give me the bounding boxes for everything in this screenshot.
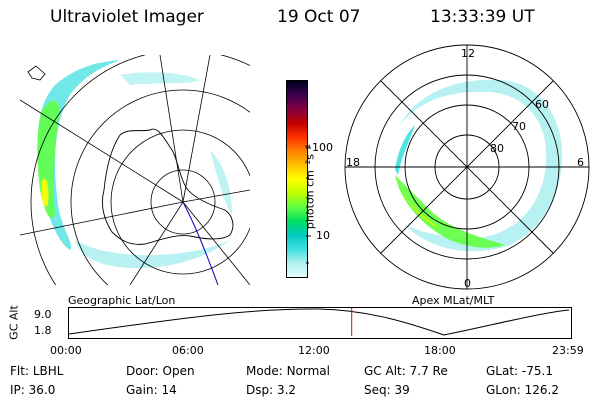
altitude-curve [69,308,569,336]
status-glat: GLat: -75.1 [486,364,553,378]
status-mode: Mode: Normal [246,364,330,378]
mlat-label-80: 80 [490,142,504,155]
altitude-ytick-min: 1.8 [34,324,52,337]
mlt-label-0: 0 [464,277,471,290]
status-gain: Gain: 14 [126,383,177,397]
colorbar-tick-100: 100 [312,141,333,154]
magnetic-polar-map [344,44,590,290]
status-filter: Flt: LBHL [10,364,64,378]
altitude-xtick-1: 06:00 [172,344,204,357]
left-map-caption: Geographic Lat/Lon [68,294,176,307]
aurora-oval-north [120,72,200,85]
colorbar-axis [306,147,311,264]
coastline-antarctica [101,128,234,245]
altitude-xtick-2: 12:00 [298,344,330,357]
mlat-label-70: 70 [512,120,526,133]
altitude-plot [69,308,569,336]
geographic-map [20,55,250,285]
altitude-ylabel: GC Alt [7,305,21,340]
altitude-xtick-0: 00:00 [50,344,82,357]
status-door: Door: Open [126,364,195,378]
altitude-ytick-max: 9.0 [34,308,52,321]
status-gc-alt: GC Alt: 7.7 Re [364,364,448,378]
status-seq: Seq: 39 [364,383,410,397]
coastline-fragment [27,65,46,81]
altitude-plot-frame [68,307,572,339]
observation-date: 19 Oct 07 [277,7,361,27]
status-ip: IP: 36.0 [10,383,56,397]
mlat-label-60: 60 [535,98,549,111]
terminator-line [182,201,219,285]
aurora-peak-west [41,178,49,207]
altitude-xtick-3: 18:00 [424,344,456,357]
status-glon: GLon: 126.2 [486,383,559,397]
aurora-oval-south [75,230,240,269]
mlt-label-12: 12 [461,47,475,60]
altitude-xtick-4: 23:59 [552,344,584,357]
mlt-label-18: 18 [346,156,360,169]
colorbar [286,80,308,278]
instrument-title: Ultraviolet Imager [50,7,204,27]
right-map-caption: Apex MLat/MLT [412,294,495,307]
status-dsp: Dsp: 3.2 [246,383,297,397]
mlt-label-6: 6 [577,156,584,169]
auroral-oval [400,79,563,252]
colorbar-tick-10: 10 [316,229,330,242]
observation-time: 13:33:39 UT [430,7,535,27]
colorbar-unit-label: photon cm⁻²s⁻¹ [303,143,317,230]
aurora-oval-east [210,150,232,215]
